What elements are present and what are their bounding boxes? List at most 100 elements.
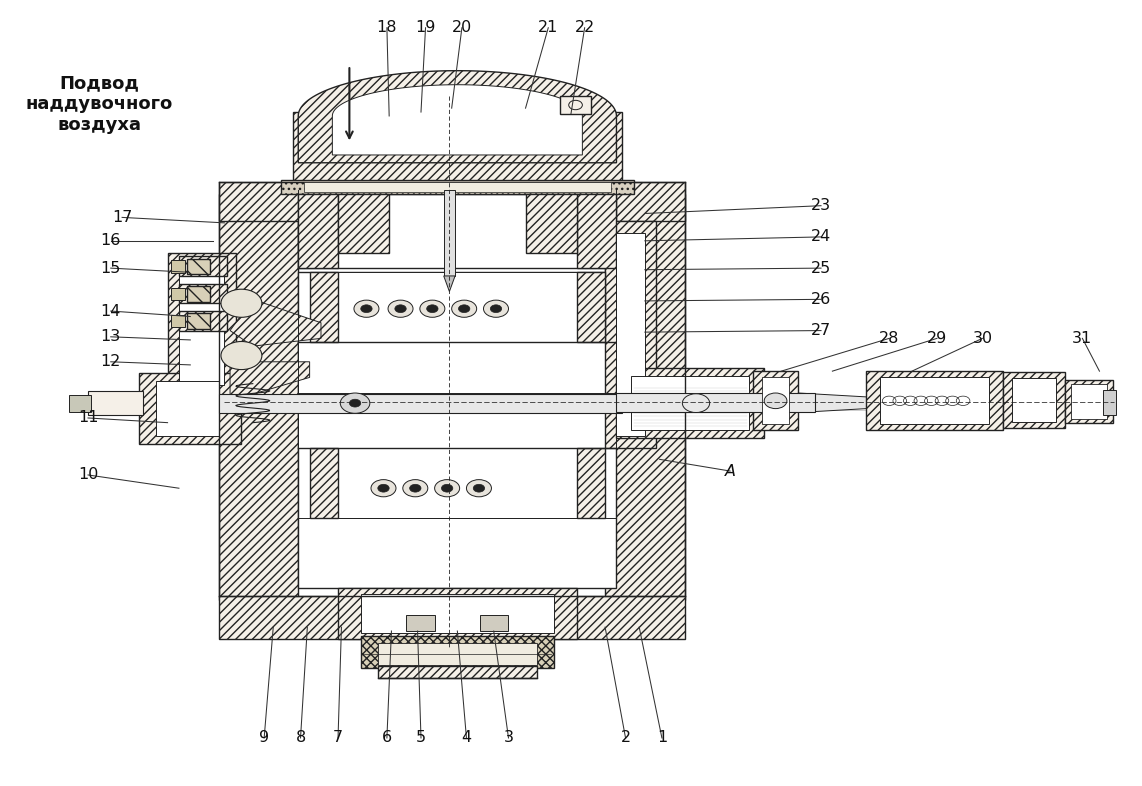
Bar bbox=[171, 260, 185, 273]
Text: 8: 8 bbox=[296, 730, 306, 745]
Bar bbox=[577, 448, 605, 518]
Circle shape bbox=[388, 300, 413, 318]
Bar bbox=[480, 615, 508, 631]
Bar bbox=[1103, 390, 1117, 415]
Bar bbox=[88, 391, 143, 415]
Bar bbox=[762, 377, 789, 424]
Bar bbox=[171, 315, 185, 328]
Circle shape bbox=[764, 393, 787, 409]
Bar bbox=[378, 667, 537, 678]
Circle shape bbox=[354, 300, 379, 318]
Polygon shape bbox=[444, 276, 455, 292]
Text: 24: 24 bbox=[811, 230, 831, 244]
Bar bbox=[617, 393, 815, 412]
Text: 15: 15 bbox=[100, 261, 121, 276]
Bar bbox=[187, 314, 210, 329]
Bar bbox=[617, 368, 764, 439]
Text: 12: 12 bbox=[100, 354, 121, 369]
Text: 22: 22 bbox=[574, 20, 595, 35]
Bar bbox=[632, 376, 749, 431]
Text: 6: 6 bbox=[381, 730, 392, 745]
Bar bbox=[1071, 384, 1108, 419]
Bar bbox=[1065, 380, 1113, 423]
Circle shape bbox=[683, 394, 709, 413]
Circle shape bbox=[403, 479, 428, 497]
Polygon shape bbox=[230, 362, 309, 401]
Text: 23: 23 bbox=[811, 198, 831, 213]
Text: 27: 27 bbox=[811, 323, 831, 338]
Circle shape bbox=[378, 484, 389, 492]
Bar bbox=[753, 371, 798, 431]
Bar bbox=[867, 371, 1003, 431]
Text: 5: 5 bbox=[416, 730, 426, 745]
Bar bbox=[179, 284, 226, 303]
Text: Подвод
наддувочного
воздуха: Подвод наддувочного воздуха bbox=[26, 75, 172, 134]
Bar bbox=[304, 182, 611, 192]
Bar bbox=[219, 194, 298, 600]
Bar bbox=[525, 194, 577, 252]
Polygon shape bbox=[332, 85, 582, 155]
Bar bbox=[281, 180, 634, 194]
Bar bbox=[309, 272, 605, 342]
Circle shape bbox=[435, 479, 459, 497]
Text: 28: 28 bbox=[879, 331, 900, 346]
Bar bbox=[1003, 372, 1065, 428]
Text: 7: 7 bbox=[333, 730, 343, 745]
Bar bbox=[617, 233, 645, 436]
Text: 1: 1 bbox=[657, 730, 667, 745]
Bar bbox=[298, 272, 617, 588]
Bar bbox=[338, 588, 577, 639]
Text: 16: 16 bbox=[100, 233, 121, 248]
Bar bbox=[407, 615, 435, 631]
Circle shape bbox=[473, 484, 484, 492]
Bar bbox=[139, 373, 241, 444]
Circle shape bbox=[427, 305, 439, 313]
Text: 19: 19 bbox=[416, 20, 436, 35]
Bar bbox=[292, 112, 622, 182]
Text: 26: 26 bbox=[811, 292, 831, 307]
Bar bbox=[361, 594, 554, 634]
Text: 18: 18 bbox=[377, 20, 397, 35]
Text: 3: 3 bbox=[504, 730, 514, 745]
Polygon shape bbox=[798, 393, 867, 413]
Bar bbox=[444, 190, 455, 276]
Bar bbox=[309, 272, 338, 342]
Bar bbox=[1012, 378, 1056, 422]
Circle shape bbox=[452, 300, 476, 318]
Text: 9: 9 bbox=[259, 730, 270, 745]
Text: 31: 31 bbox=[1072, 331, 1093, 346]
Circle shape bbox=[458, 305, 469, 313]
Text: 30: 30 bbox=[972, 331, 992, 346]
Bar bbox=[298, 194, 617, 268]
Bar bbox=[179, 260, 224, 385]
Circle shape bbox=[220, 289, 262, 318]
Bar bbox=[69, 395, 91, 412]
Bar bbox=[378, 643, 537, 665]
Circle shape bbox=[220, 341, 262, 369]
Bar bbox=[187, 286, 210, 302]
Circle shape bbox=[349, 399, 361, 407]
Text: 13: 13 bbox=[100, 329, 121, 344]
Circle shape bbox=[410, 484, 421, 492]
Bar bbox=[309, 448, 338, 518]
Circle shape bbox=[442, 484, 453, 492]
Bar bbox=[298, 194, 338, 268]
Text: A: A bbox=[725, 464, 735, 479]
Text: 10: 10 bbox=[78, 468, 98, 483]
Bar bbox=[179, 311, 226, 331]
Bar bbox=[168, 252, 235, 393]
Bar bbox=[309, 448, 605, 518]
Circle shape bbox=[490, 305, 501, 313]
Polygon shape bbox=[298, 71, 617, 163]
Bar bbox=[179, 256, 226, 276]
Circle shape bbox=[483, 300, 508, 318]
Bar bbox=[880, 377, 989, 424]
Bar bbox=[560, 97, 592, 114]
Circle shape bbox=[466, 479, 491, 497]
Circle shape bbox=[420, 300, 445, 318]
Bar bbox=[219, 182, 685, 222]
Bar bbox=[219, 596, 685, 639]
Bar bbox=[171, 288, 185, 300]
Bar bbox=[187, 259, 210, 274]
Text: 20: 20 bbox=[452, 20, 472, 35]
